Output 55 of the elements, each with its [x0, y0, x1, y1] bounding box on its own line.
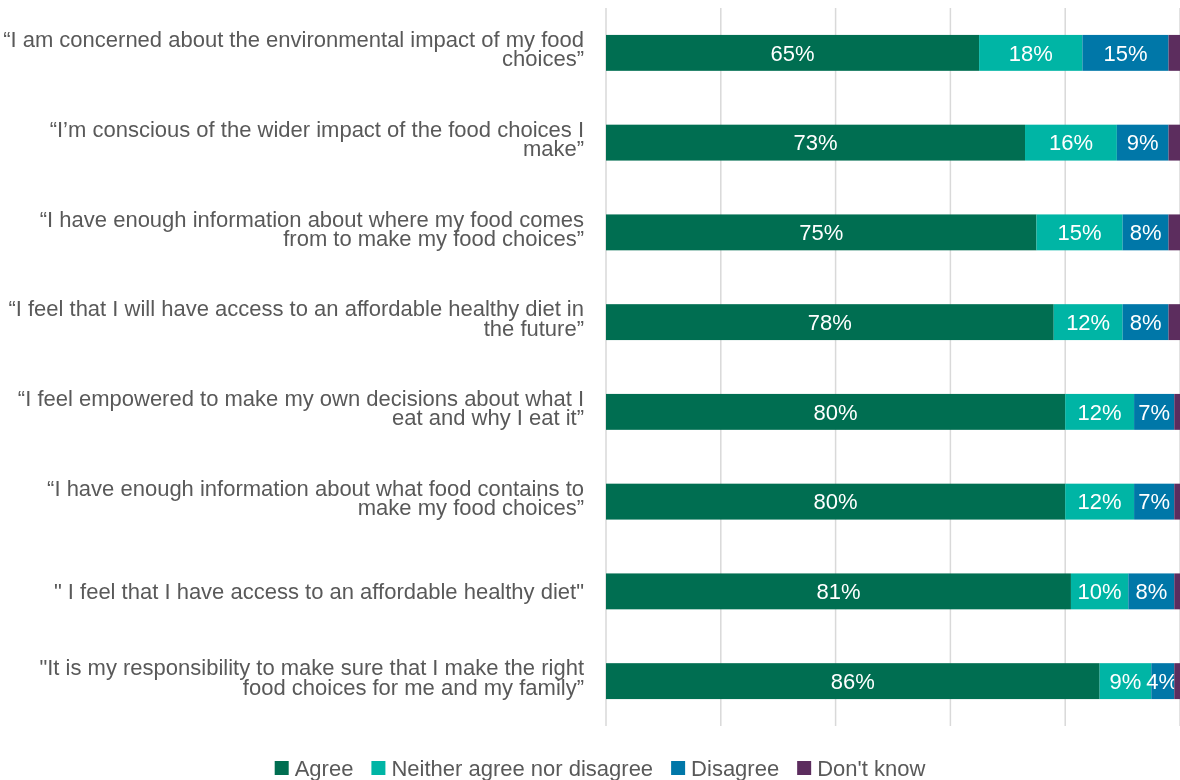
data-label: 12%	[1077, 399, 1122, 425]
bar	[1036, 214, 1123, 251]
y-tick-label: “I am concerned about the environmental impact of my food choices”	[3, 27, 584, 72]
bar	[606, 663, 1100, 700]
data-label: 80%	[813, 489, 858, 515]
y-tick-label: " I feel that I have access to an affordable healthy diet"	[53, 579, 584, 605]
data-label: 81%	[816, 579, 861, 605]
legend-label: Agree	[294, 755, 354, 780]
data-label: 15%	[1103, 40, 1148, 66]
data-label: 16%	[1048, 130, 1093, 156]
data-label: 8%	[1135, 579, 1168, 605]
bar	[1168, 214, 1180, 251]
bar	[606, 34, 980, 71]
data-label: 73%	[793, 130, 838, 156]
bar	[1082, 34, 1169, 71]
data-label: 18%	[1008, 40, 1053, 66]
data-label: 80%	[813, 399, 858, 425]
data-label: 75%	[799, 220, 844, 246]
data-label: 15%	[1057, 220, 1102, 246]
data-label: 7%	[1138, 399, 1171, 425]
bar	[606, 573, 1071, 610]
bar	[1174, 393, 1180, 430]
data-label: 9%	[1109, 668, 1142, 694]
data-label: 78%	[807, 309, 852, 335]
bar	[1168, 34, 1180, 71]
data-label: 65%	[770, 40, 815, 66]
bar	[606, 483, 1066, 520]
bar	[606, 304, 1054, 341]
bar	[1174, 663, 1180, 700]
bar	[1025, 124, 1117, 161]
bar	[1174, 483, 1180, 520]
y-tick-label: “I feel empowered to make my own decisions about what I eat and why I eat it”	[17, 386, 584, 431]
y-tick-label: “I have enough information about where my food comes from to make my food choices”	[39, 206, 584, 251]
bar	[1168, 304, 1180, 341]
bar	[1174, 573, 1180, 610]
legend-label: Neither agree nor disagree	[391, 755, 654, 780]
data-label: 86%	[830, 668, 875, 694]
data-label: 10%	[1077, 579, 1122, 605]
data-label: 12%	[1066, 309, 1111, 335]
y-tick-label: "It is my responsibility to make sure that I make the right food choices for me and my family”	[39, 655, 584, 700]
data-label: 8%	[1129, 220, 1162, 246]
y-tick-label: “I’m conscious of the wider impact of the food choices I make”	[49, 116, 584, 162]
bar	[979, 34, 1083, 71]
bar	[606, 124, 1026, 161]
data-label: 8%	[1129, 309, 1162, 335]
bar	[1168, 124, 1180, 161]
data-label: 12%	[1077, 489, 1122, 515]
legend-label: Disagree	[691, 755, 780, 780]
bar	[606, 214, 1037, 251]
data-label: 7%	[1138, 489, 1171, 515]
legend-label: Don't know	[817, 755, 926, 780]
y-tick-label: “I feel that I will have access to an affordable healthy diet in the future”	[8, 296, 584, 341]
data-label: 9%	[1126, 130, 1159, 156]
y-tick-label: “I have enough information about what food contains to make my food choices”	[47, 475, 584, 521]
bar	[606, 393, 1066, 430]
